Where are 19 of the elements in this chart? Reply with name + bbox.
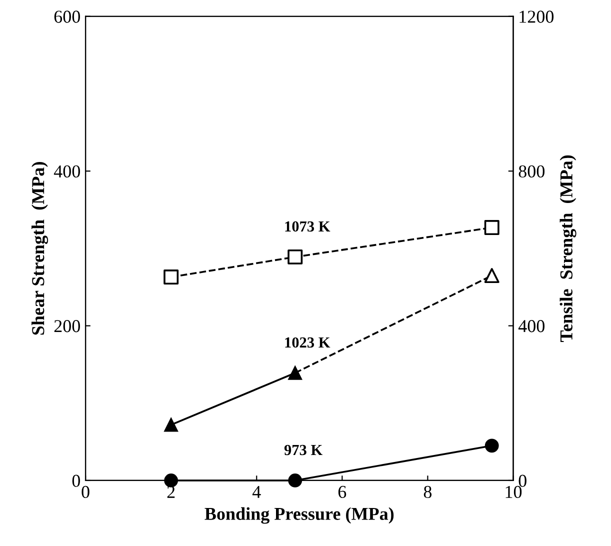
y2-tick-label: 800 xyxy=(518,165,544,178)
y2-axis-title: Tensile Strength (MPa) xyxy=(560,155,576,342)
y2-tick-label: 0 xyxy=(518,474,526,487)
x-tick-label: 0 xyxy=(82,486,90,498)
x-tick-label: 6 xyxy=(338,486,346,498)
series-label: 973 K xyxy=(284,444,322,456)
y-tick-label: 200 xyxy=(54,320,80,332)
y2-tick-label: 1200 xyxy=(520,10,554,23)
y-tick-label: 0 xyxy=(72,474,80,487)
x-tick-label: 10 xyxy=(506,486,522,498)
y-axis-title: Shear Strength (MPa) xyxy=(32,162,48,335)
y-tick-label: 400 xyxy=(54,165,80,178)
x-tick-label: 8 xyxy=(424,486,432,498)
x-tick-label: 4 xyxy=(252,486,261,498)
x-axis-title: Bonding Pressure (MPa) xyxy=(204,507,394,524)
y2-tick-label: 400 xyxy=(518,320,544,332)
series-label: 1023 K xyxy=(285,337,330,348)
series-label: 1073 K xyxy=(285,221,330,232)
y-tick-label: 600 xyxy=(54,10,80,23)
